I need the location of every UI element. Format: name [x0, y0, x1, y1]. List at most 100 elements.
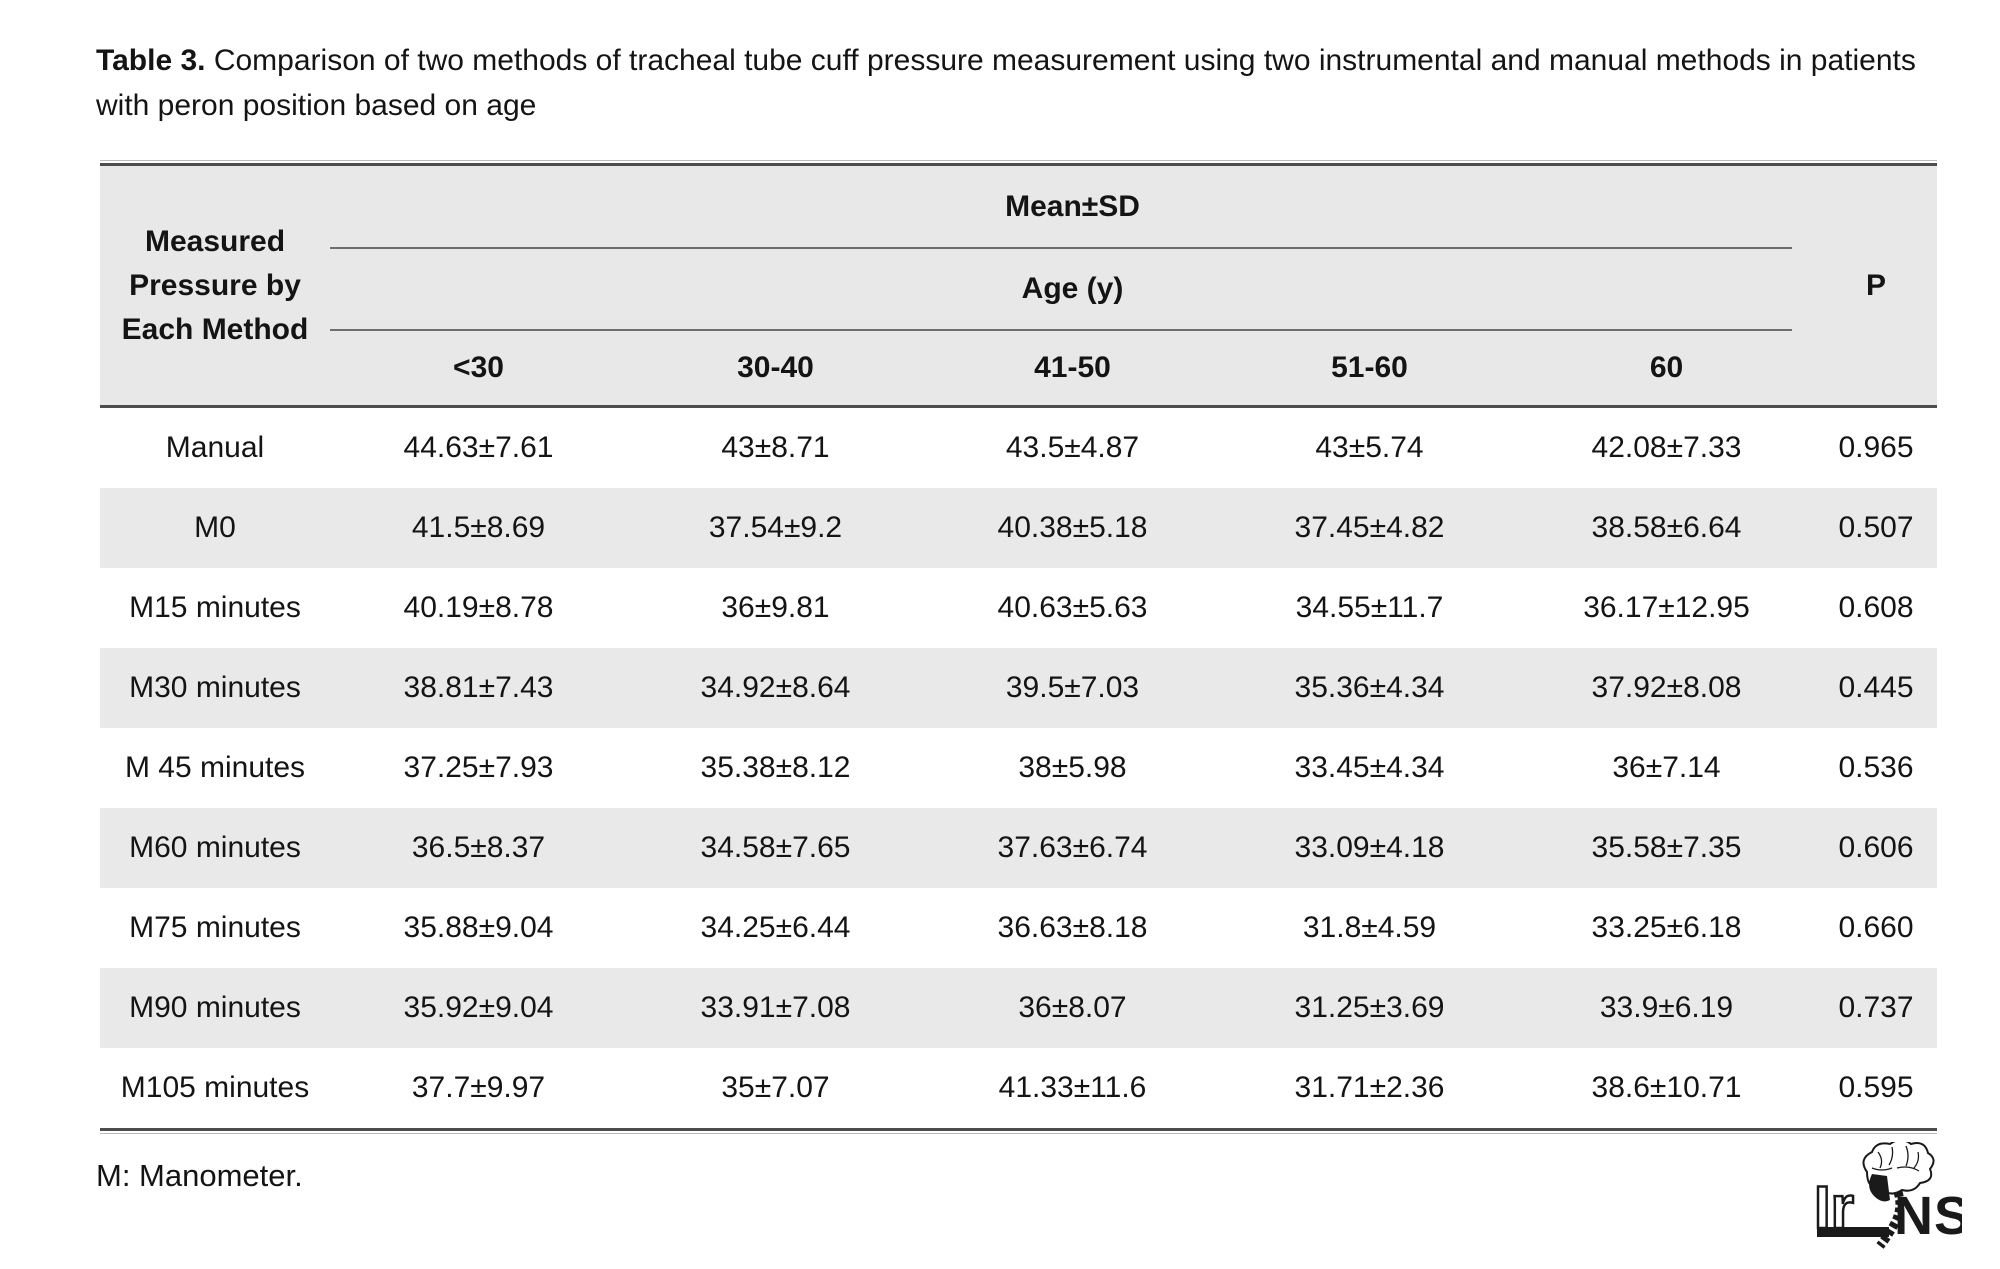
cell-value: 34.92±8.64 [700, 671, 851, 704]
cell-value: 40.63±5.63 [997, 591, 1148, 624]
cell-method: M30 minutes [129, 671, 301, 704]
cell-value: 43±8.71 [721, 431, 830, 464]
cell-value: 37.92±8.08 [1591, 671, 1742, 704]
cell-value: 40.38±5.18 [997, 511, 1148, 544]
table-row: M75 minutes 35.88±9.04 34.25±6.44 36.63±… [100, 888, 1937, 968]
cell-value: 39.5±7.03 [1005, 671, 1140, 704]
cell-value: 35.88±9.04 [403, 911, 554, 944]
table-row: M 45 minutes 37.25±7.93 35.38±8.12 38±5.… [100, 728, 1937, 808]
spine-icon [1876, 1190, 1905, 1249]
header-age-col-60: 60 [1649, 351, 1684, 384]
cell-value: 33.9±6.19 [1599, 991, 1734, 1024]
cell-value: 41.5±8.69 [411, 511, 546, 544]
header-age-col-41-50: 41-50 [1034, 351, 1111, 384]
cell-value: 37.45±4.82 [1294, 511, 1445, 544]
cell-method: M60 minutes [129, 831, 301, 864]
table-caption-number: Table 3. [96, 44, 206, 77]
cell-method: M 45 minutes [124, 751, 306, 784]
cell-value: 34.55±11.7 [1295, 591, 1444, 624]
cell-value: 36.17±12.95 [1583, 591, 1750, 624]
header-divider-top [330, 247, 1792, 249]
cell-value: 33.25±6.18 [1591, 911, 1742, 944]
cell-p: 0.507 [1838, 511, 1914, 544]
cell-value: 43.5±4.87 [1005, 431, 1140, 464]
cell-value: 31.8±4.59 [1302, 911, 1437, 944]
table-caption: Table 3. Comparison of two methods of tr… [96, 38, 1946, 128]
cell-value: 35.38±8.12 [700, 751, 851, 784]
table-row: M60 minutes 36.5±8.37 34.58±7.65 37.63±6… [100, 808, 1937, 888]
cell-value: 33.45±4.34 [1294, 751, 1445, 784]
cell-value: 36.63±8.18 [997, 911, 1148, 944]
table-footnote: M: Manometer. [96, 1158, 303, 1193]
brain-icon [1862, 1139, 1935, 1202]
table-body: Manual 44.63±7.61 43±8.71 43.5±4.87 43±5… [100, 408, 1937, 1131]
cell-value: 35.36±4.34 [1294, 671, 1445, 704]
cell-method: Manual [165, 431, 265, 464]
cell-p: 0.608 [1838, 591, 1914, 624]
cell-p: 0.660 [1838, 911, 1914, 944]
cell-value: 40.19±8.78 [403, 591, 554, 624]
table-row: M90 minutes 35.92±9.04 33.91±7.08 36±8.0… [100, 968, 1937, 1048]
cell-p: 0.606 [1838, 831, 1914, 864]
cell-method: M105 minutes [120, 1071, 310, 1104]
cell-value: 35.92±9.04 [403, 991, 554, 1024]
logo-baseline-bar [1817, 1227, 1889, 1237]
cell-method: M0 [194, 511, 236, 544]
cell-method: M90 minutes [129, 991, 301, 1024]
cell-value: 31.71±2.36 [1294, 1071, 1445, 1104]
cell-p: 0.445 [1838, 671, 1914, 704]
cell-p: 0.595 [1838, 1071, 1914, 1104]
table-row: M0 41.5±8.69 37.54±9.2 40.38±5.18 37.45±… [100, 488, 1937, 568]
header-mean-sd: Mean±SD [1005, 189, 1140, 223]
logo-text-ns: NS [1894, 1186, 1962, 1246]
cell-value: 37.63±6.74 [997, 831, 1148, 864]
cell-value: 35.58±7.35 [1591, 831, 1742, 864]
cell-value: 41.33±11.6 [998, 1071, 1147, 1104]
data-table: Measured Pressure by Each Method Mean±SD… [100, 160, 1937, 1134]
table-caption-line1: Comparison of two methods of tracheal tu… [213, 44, 1916, 77]
table-row: M30 minutes 38.81±7.43 34.92±8.64 39.5±7… [100, 648, 1937, 728]
cell-method: M75 minutes [129, 911, 301, 944]
cell-value: 38.58±6.64 [1591, 511, 1742, 544]
cell-p: 0.965 [1838, 431, 1914, 464]
cell-value: 35±7.07 [721, 1071, 830, 1104]
cell-value: 34.25±6.44 [700, 911, 851, 944]
cell-method: M15 minutes [129, 591, 301, 624]
header-age-label: Age (y) [1021, 272, 1124, 305]
cell-p: 0.536 [1838, 751, 1914, 784]
cell-value: 42.08±7.33 [1591, 431, 1742, 464]
journal-logo: Ir NS [1812, 1139, 1970, 1257]
cell-value: 37.25±7.93 [403, 751, 554, 784]
table-row: M105 minutes 37.7±9.97 35±7.07 41.33±11.… [100, 1048, 1937, 1130]
cell-value: 38.6±10.71 [1591, 1071, 1742, 1104]
table-row: Manual 44.63±7.61 43±8.71 43.5±4.87 43±5… [100, 408, 1937, 488]
header-age-col-30-40: 30-40 [737, 351, 814, 384]
cell-p: 0.737 [1838, 991, 1914, 1024]
cell-value: 37.7±9.97 [411, 1071, 546, 1104]
cell-value: 43±5.74 [1315, 431, 1424, 464]
cell-value: 34.58±7.65 [700, 831, 851, 864]
cell-value: 44.63±7.61 [403, 431, 554, 464]
cell-value: 38.81±7.43 [403, 671, 554, 704]
header-age-columns: <30 30-40 41-50 51-60 60 [330, 331, 1815, 405]
header-p-label: P [1865, 268, 1886, 302]
journal-logo-graphic: Ir NS [1813, 1139, 1970, 1249]
header-group-area: Mean±SD Age (y) <30 30-40 41-50 51-60 60 [330, 166, 1815, 405]
cell-value: 36±7.14 [1612, 751, 1721, 784]
header-divider-bottom [330, 329, 1792, 331]
cell-value: 37.54±9.2 [708, 511, 843, 544]
cell-value: 36±9.81 [721, 591, 830, 624]
table-header: Measured Pressure by Each Method Mean±SD… [100, 160, 1937, 408]
table-row: M15 minutes 40.19±8.78 36±9.81 40.63±5.6… [100, 568, 1937, 648]
table-bottom-rule-shadow [100, 1133, 1937, 1134]
cell-value: 33.91±7.08 [700, 991, 851, 1024]
cell-value: 33.09±4.18 [1294, 831, 1445, 864]
cell-value: 38±5.98 [1018, 751, 1127, 784]
header-age-col-51-60: 51-60 [1331, 351, 1408, 384]
cell-value: 36±8.07 [1018, 991, 1127, 1024]
header-age-col-lt30: <30 [453, 351, 504, 384]
header-method-label: Measured Pressure by Each Method [121, 224, 309, 346]
cell-value: 31.25±3.69 [1294, 991, 1445, 1024]
table-caption-line2: with peron position based on age [96, 89, 537, 122]
